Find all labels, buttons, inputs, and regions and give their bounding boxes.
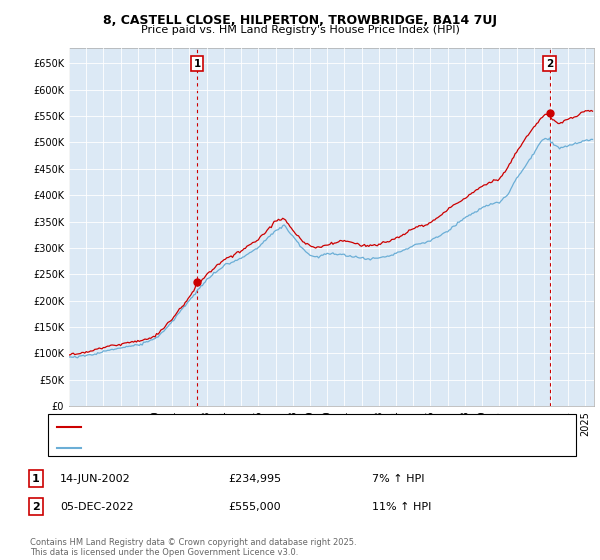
Text: 1: 1 xyxy=(32,474,40,484)
Text: 14-JUN-2002: 14-JUN-2002 xyxy=(60,474,131,484)
Text: Contains HM Land Registry data © Crown copyright and database right 2025.
This d: Contains HM Land Registry data © Crown c… xyxy=(30,538,356,557)
Point xyxy=(192,278,202,287)
Text: £555,000: £555,000 xyxy=(228,502,281,512)
Text: HPI: Average price, detached house, Wiltshire: HPI: Average price, detached house, Wilt… xyxy=(87,443,311,453)
Text: 11% ↑ HPI: 11% ↑ HPI xyxy=(372,502,431,512)
Text: 8, CASTELL CLOSE, HILPERTON, TROWBRIDGE, BA14 7UJ: 8, CASTELL CLOSE, HILPERTON, TROWBRIDGE,… xyxy=(103,14,497,27)
Text: 8, CASTELL CLOSE, HILPERTON, TROWBRIDGE, BA14 7UJ (detached house): 8, CASTELL CLOSE, HILPERTON, TROWBRIDGE,… xyxy=(87,422,452,432)
Text: 05-DEC-2022: 05-DEC-2022 xyxy=(60,502,134,512)
Text: 2: 2 xyxy=(32,502,40,512)
Text: 7% ↑ HPI: 7% ↑ HPI xyxy=(372,474,425,484)
Text: 1: 1 xyxy=(193,59,200,69)
Text: £234,995: £234,995 xyxy=(228,474,281,484)
Point xyxy=(545,109,554,118)
Text: 2: 2 xyxy=(546,59,553,69)
Text: Price paid vs. HM Land Registry's House Price Index (HPI): Price paid vs. HM Land Registry's House … xyxy=(140,25,460,35)
